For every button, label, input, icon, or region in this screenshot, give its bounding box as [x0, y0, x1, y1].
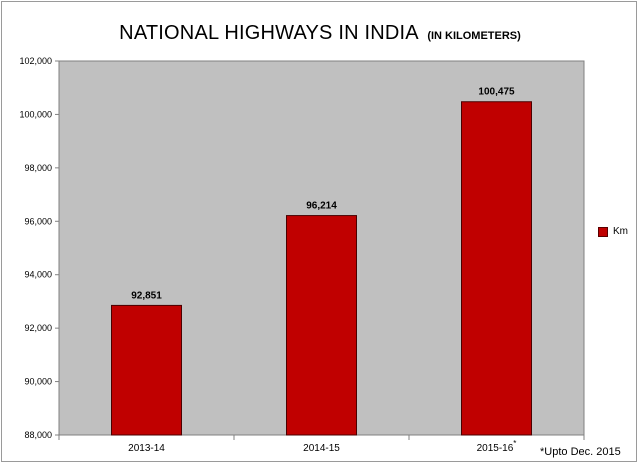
x-tick-label: 2015-16*: [477, 439, 517, 454]
legend: Km: [598, 226, 628, 237]
chart-subtitle: (IN KILOMETERS): [427, 30, 521, 42]
y-tick-label: 96,000: [24, 216, 52, 226]
chart-title: NATIONAL HIGHWAYS IN INDIA (IN KILOMETER…: [0, 22, 640, 45]
y-tick-label: 90,000: [24, 377, 52, 387]
data-label: 96,214: [306, 201, 337, 212]
bar: [111, 304, 182, 436]
footnote: *Upto Dec. 2015: [540, 446, 621, 458]
y-tick-label: 102,000: [19, 56, 52, 66]
y-tick-label: 100,000: [19, 109, 52, 119]
y-tick-label: 92,000: [24, 323, 52, 333]
legend-label: Km: [613, 226, 628, 237]
data-label: 100,475: [478, 87, 515, 98]
bar: [461, 101, 532, 436]
x-tick-label: 2013-14: [128, 443, 165, 454]
bar: [286, 215, 357, 436]
x-tick-superscript: *: [513, 439, 516, 448]
legend-swatch: [598, 226, 608, 237]
y-tick-label: 98,000: [24, 163, 52, 173]
y-tick-label: 88,000: [24, 430, 52, 440]
y-tick-label: 94,000: [24, 270, 52, 280]
data-label: 92,851: [131, 290, 162, 301]
chart-title-main: NATIONAL HIGHWAYS IN INDIA: [119, 22, 419, 44]
x-tick-label: 2014-15: [303, 443, 340, 454]
